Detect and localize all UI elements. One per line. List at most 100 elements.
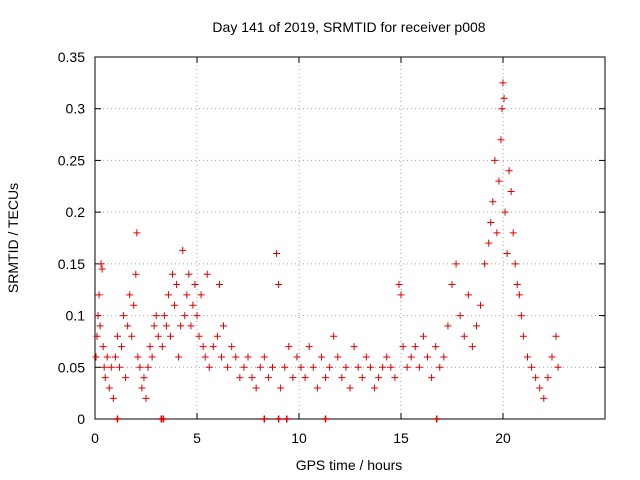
data-point xyxy=(115,363,123,371)
data-point xyxy=(185,270,193,278)
y-tick-label: 0.35 xyxy=(58,49,85,65)
data-point xyxy=(317,353,325,361)
data-point xyxy=(107,363,115,371)
data-point xyxy=(387,363,395,371)
data-point xyxy=(375,374,383,382)
data-point xyxy=(111,353,119,361)
data-point xyxy=(113,332,121,340)
data-point xyxy=(264,374,272,382)
x-tick-label: 5 xyxy=(193,430,201,446)
data-point xyxy=(511,260,519,268)
data-point xyxy=(552,332,560,340)
data-point xyxy=(154,332,162,340)
data-point xyxy=(140,374,148,382)
data-point xyxy=(505,167,513,175)
data-point xyxy=(498,105,506,113)
data-point xyxy=(236,374,244,382)
zero-data-point xyxy=(283,415,291,423)
data-point xyxy=(297,363,305,371)
data-point xyxy=(354,363,362,371)
data-point xyxy=(503,250,511,258)
data-point xyxy=(201,353,209,361)
data-point xyxy=(220,322,228,330)
y-tick-label: 0.1 xyxy=(66,308,86,324)
data-point xyxy=(228,343,236,351)
data-point xyxy=(330,332,338,340)
data-point xyxy=(411,343,419,351)
zero-data-point xyxy=(275,415,283,423)
data-point xyxy=(362,353,370,361)
data-point xyxy=(528,363,536,371)
data-point xyxy=(260,353,268,361)
data-point xyxy=(175,353,183,361)
data-point xyxy=(252,384,260,392)
data-point xyxy=(152,312,160,320)
data-point xyxy=(124,322,132,330)
data-point xyxy=(285,343,293,351)
data-point xyxy=(197,291,205,299)
data-point xyxy=(487,218,495,226)
data-point xyxy=(350,343,358,351)
data-point xyxy=(103,353,111,361)
data-point xyxy=(342,363,350,371)
data-point xyxy=(132,270,140,278)
data-point xyxy=(93,332,101,340)
data-point xyxy=(105,384,113,392)
data-point xyxy=(164,291,172,299)
data-point xyxy=(424,353,432,361)
data-point xyxy=(509,229,517,237)
data-point xyxy=(513,281,521,289)
axis-ticks: 0 5 10 15 20 0 0.05 0.1 0.15 0.2 0.25 0.3 0.35 xyxy=(58,49,605,446)
y-axis-label: SRMTID / TECUs xyxy=(5,183,21,293)
data-point xyxy=(419,332,427,340)
data-point xyxy=(497,136,505,144)
data-point xyxy=(171,301,179,309)
zero-data-point xyxy=(113,415,121,423)
data-point xyxy=(370,384,378,392)
x-axis-label: GPS time / hours xyxy=(296,457,403,473)
data-point xyxy=(491,156,499,164)
data-point xyxy=(144,363,152,371)
zero-data-point xyxy=(159,415,167,423)
x-tick-label: 20 xyxy=(495,430,511,446)
data-point xyxy=(358,374,366,382)
data-point xyxy=(301,374,309,382)
zero-data-point xyxy=(260,415,268,423)
data-point xyxy=(142,394,150,402)
data-point xyxy=(215,281,223,289)
data-point xyxy=(273,250,281,258)
data-point xyxy=(162,322,170,330)
data-point xyxy=(468,343,476,351)
y-tick-label: 0.2 xyxy=(66,204,86,220)
data-point xyxy=(95,291,103,299)
data-point xyxy=(536,384,544,392)
data-point xyxy=(183,291,191,299)
data-point xyxy=(309,363,317,371)
data-point xyxy=(464,291,472,299)
data-point xyxy=(544,374,552,382)
data-point xyxy=(495,177,503,185)
data-point xyxy=(397,291,405,299)
data-point xyxy=(415,363,423,371)
data-point xyxy=(96,322,104,330)
data-point xyxy=(499,79,507,87)
data-point xyxy=(313,384,321,392)
data-point xyxy=(277,384,285,392)
gridlines xyxy=(95,57,605,419)
data-point xyxy=(98,265,106,273)
y-tick-label: 0.05 xyxy=(58,359,85,375)
data-points xyxy=(92,79,562,423)
data-point xyxy=(130,301,138,309)
y-tick-label: 0 xyxy=(77,411,85,427)
data-point xyxy=(199,343,207,351)
data-point xyxy=(489,198,497,206)
data-point xyxy=(136,363,144,371)
data-point xyxy=(326,363,334,371)
data-point xyxy=(532,374,540,382)
data-point xyxy=(209,343,217,351)
data-point xyxy=(118,343,126,351)
data-point xyxy=(379,363,387,371)
data-point xyxy=(485,239,493,247)
data-point xyxy=(554,363,562,371)
data-point xyxy=(122,374,130,382)
